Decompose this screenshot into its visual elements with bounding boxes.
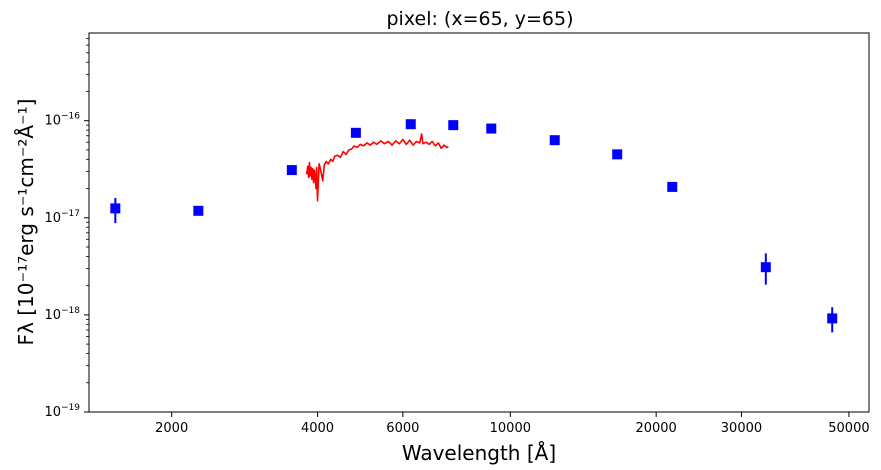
y-tick-label: 10−19 — [44, 403, 80, 420]
x-tick-label: 6000 — [386, 421, 419, 436]
spectrum-layer — [305, 133, 449, 202]
y-axis-label: Fλ [10⁻¹⁷erg s⁻¹cm⁻²Å⁻¹] — [14, 99, 38, 346]
x-tick-label: 10000 — [490, 421, 531, 436]
photometry-point — [286, 165, 297, 176]
y-tick-label: 10−18 — [44, 306, 80, 323]
plot-frame — [88, 32, 870, 413]
photometry-layer — [110, 119, 838, 333]
photometry-point — [350, 127, 361, 138]
x-tick-label: 20000 — [635, 421, 676, 436]
photometry-point — [405, 119, 416, 130]
photometry-point — [549, 135, 560, 146]
chart-title: pixel: (x=65, y=65) — [387, 8, 574, 30]
x-tick-label: 30000 — [721, 421, 762, 436]
photometry-point — [612, 149, 623, 160]
y-tick-label: 10−16 — [44, 112, 80, 129]
x-tick-label: 4000 — [301, 421, 334, 436]
x-tick-label: 2000 — [155, 421, 188, 436]
y-tick-label: 10−17 — [44, 209, 80, 226]
photometry-point — [193, 205, 204, 216]
photometry-point — [448, 120, 459, 131]
x-axis-label: Wavelength [Å] — [402, 441, 556, 465]
photometry-point — [110, 203, 121, 214]
y-axis: 10−19 10−18 10−17 10−16 — [44, 38, 89, 420]
spectrum-line — [305, 133, 449, 202]
photometry-point — [827, 313, 838, 324]
x-tick-label: 50000 — [828, 421, 869, 436]
photometry-point — [760, 262, 771, 273]
photometry-point — [486, 123, 497, 134]
photometry-point — [667, 181, 678, 192]
x-axis: 2000 4000 6000 10000 20000 30000 50000 — [155, 412, 870, 436]
